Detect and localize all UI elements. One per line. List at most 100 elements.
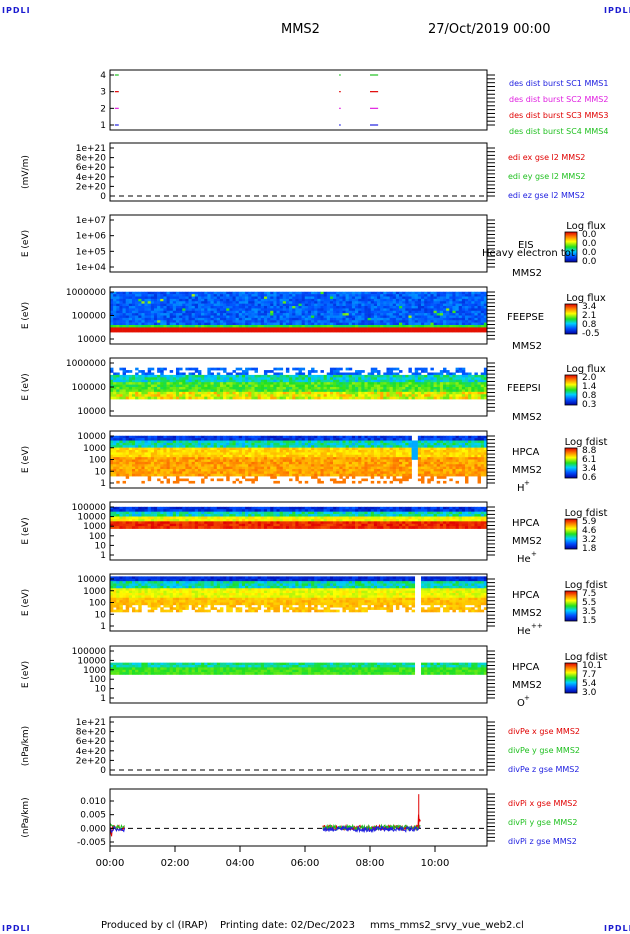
feepsi-cell <box>446 384 450 388</box>
hpca_h-cell <box>128 469 133 472</box>
feepsi-cell <box>260 396 265 400</box>
feepse-cell <box>207 317 211 321</box>
feepse-cell <box>465 308 469 312</box>
feepse-cell <box>402 306 406 309</box>
hpca_h-cell <box>238 450 243 453</box>
feepse-cell <box>408 310 412 314</box>
hpca_h-cell <box>257 469 262 472</box>
hpca_h-cell <box>292 464 296 467</box>
hpca_h-cell <box>270 476 274 479</box>
feepse-cell <box>361 294 365 297</box>
feepsi-cell <box>336 384 340 388</box>
feepsi-cell <box>282 377 287 381</box>
feepsi-cell <box>282 389 287 393</box>
feepse-cell <box>289 303 293 307</box>
feepse-cell <box>383 310 387 314</box>
feepse-cell <box>329 320 334 323</box>
feepsi-cell <box>377 370 381 373</box>
hpca_h-cell <box>185 457 189 460</box>
feepse-cell <box>461 306 466 309</box>
feepse-cell <box>301 317 306 321</box>
feepse-cell <box>380 327 384 331</box>
feepse-cell <box>465 301 469 304</box>
hpca_h-cell <box>307 445 312 448</box>
feepsi-cell <box>333 370 337 373</box>
feepse-cell <box>188 291 192 295</box>
hpca_h-cell <box>213 440 218 444</box>
feepse-cell <box>399 303 403 307</box>
feepsi-cell <box>320 379 324 383</box>
hpca_h-cell <box>238 480 243 484</box>
feepsi-cell <box>185 394 189 397</box>
feepsi-cell <box>185 377 189 381</box>
feepse-cell <box>446 296 450 300</box>
feepsi-cell <box>153 377 158 381</box>
feepsi-cell <box>150 389 155 393</box>
feepse-cell <box>468 322 472 326</box>
feepse-cell <box>110 315 114 319</box>
feepsi-cell <box>138 379 142 383</box>
hpca_h-cell <box>197 438 202 441</box>
feepse-cell <box>223 329 227 333</box>
hpca_h-cell <box>229 464 233 467</box>
feepse-cell <box>483 298 488 302</box>
feepse-cell <box>399 301 403 304</box>
hpca_h-cell <box>141 461 145 465</box>
feepse-cell <box>257 301 262 304</box>
hpca_h-cell <box>285 471 290 475</box>
feepse-cell <box>367 313 372 316</box>
feepsi-cell <box>241 372 246 376</box>
hpca_h-cell <box>248 457 252 460</box>
feepsi-cell <box>427 379 431 383</box>
feepsi-cell <box>110 389 114 393</box>
hpca_h-cell <box>194 471 199 475</box>
feepse-cell <box>480 301 485 304</box>
feepsi-cell <box>229 394 233 397</box>
feepsi-cell <box>207 372 211 376</box>
feepse-cell <box>232 296 236 300</box>
feepsi-cell <box>245 394 249 397</box>
feepse-cell <box>219 294 224 297</box>
hpca_h-cell <box>131 469 136 472</box>
feepse-cell <box>326 317 331 321</box>
hpca_h-cell <box>131 440 136 444</box>
feepse-cell <box>377 306 381 309</box>
hpca_h-cell <box>355 466 359 470</box>
hpca_h-cell <box>273 445 277 448</box>
feepsi-cell <box>405 394 409 397</box>
feepsi-cell <box>257 387 262 390</box>
feepsi-cell <box>182 377 186 381</box>
feepse-cell <box>455 322 460 326</box>
feepsi-cell <box>232 391 236 395</box>
feepse-cell <box>298 306 302 309</box>
hpca_h-cell <box>179 464 183 467</box>
feepse-cell <box>194 308 199 312</box>
feepsi-cell <box>289 389 293 393</box>
feepse-cell <box>373 308 378 312</box>
feepsi-cell <box>169 387 174 390</box>
hpca_h-cell <box>307 459 312 463</box>
feepse-cell <box>150 310 155 314</box>
feepse-cell <box>248 325 252 328</box>
feepsi-cell <box>430 389 434 393</box>
hpca_h-cell <box>131 450 136 453</box>
hpca_h-cell <box>188 452 192 456</box>
feepse-cell <box>304 313 309 316</box>
hpca_h-cell <box>197 471 202 475</box>
feepsi-cell <box>289 379 293 383</box>
hpca_h-cell <box>383 447 387 451</box>
feepsi-cell <box>113 374 117 378</box>
feepse-cell <box>395 322 400 326</box>
feepse-cell <box>405 291 409 295</box>
hpca_h-cell <box>361 447 365 451</box>
hpca_h-cell <box>317 480 321 484</box>
feepsi-cell <box>424 382 428 385</box>
hpca_h-cell <box>257 445 262 448</box>
feepse-cell <box>295 317 299 321</box>
hpca_h-cell <box>229 473 233 477</box>
hpca_h-cell <box>191 438 196 441</box>
feepsi-cell <box>458 394 463 397</box>
feepse-cell <box>439 329 444 333</box>
hpca_h-cell <box>307 450 312 453</box>
feepse-cell <box>226 329 230 333</box>
